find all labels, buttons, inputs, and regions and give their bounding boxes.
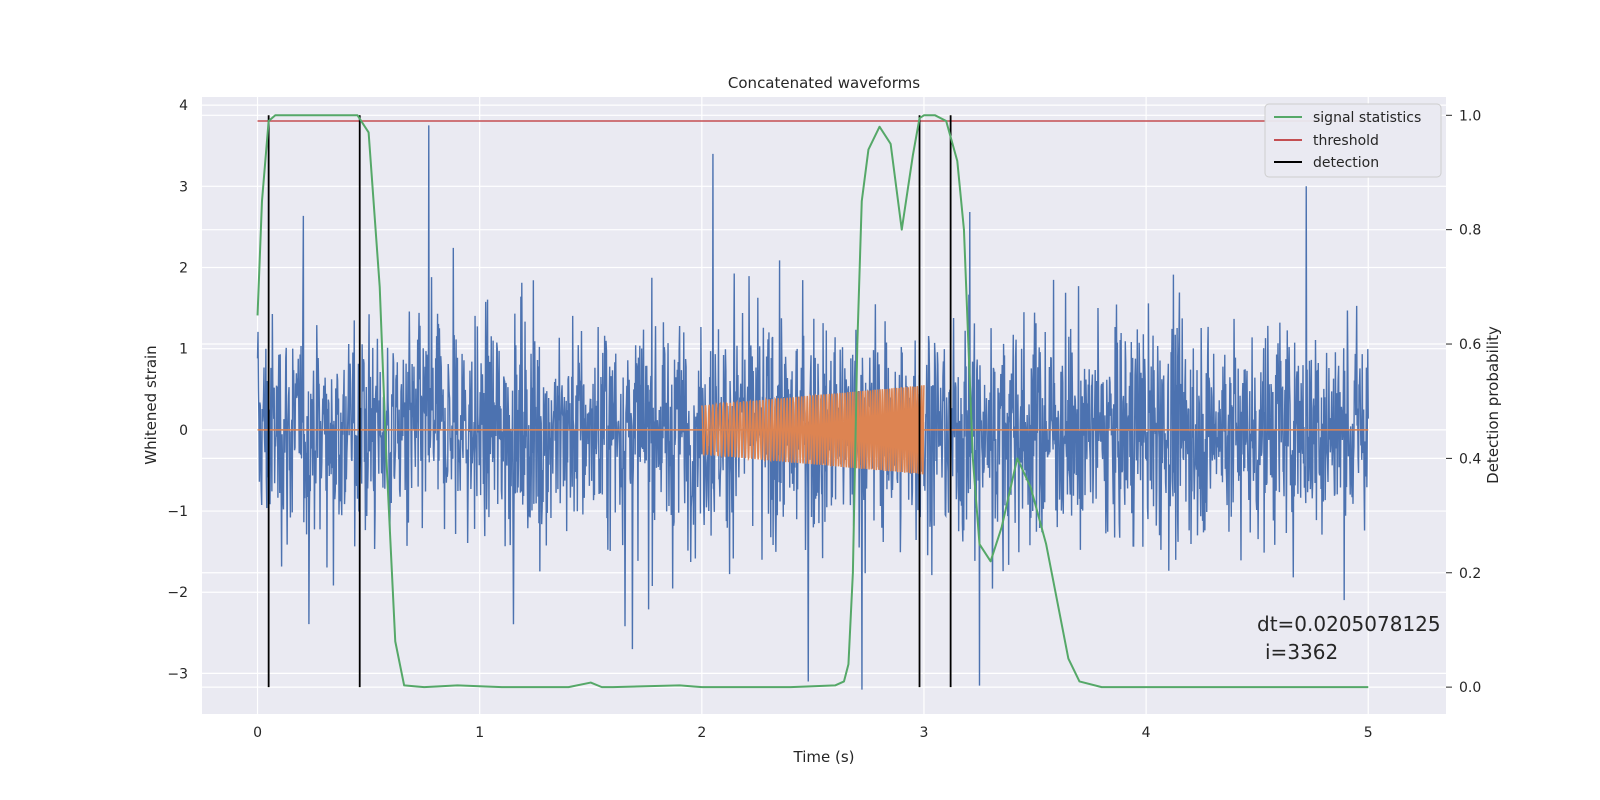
legend-label-signal-statistics: signal statistics (1313, 110, 1421, 126)
y-right-axis-label: Detection probability (1484, 326, 1502, 484)
x-tick-label: 2 (697, 725, 706, 741)
y-tick-label: 1 (179, 342, 188, 358)
y-tick-label: 3 (179, 179, 188, 195)
y-tick-label: 2 (179, 260, 188, 276)
chart-title: Concatenated waveforms (728, 74, 920, 92)
injected-signal-line (701, 385, 925, 475)
annotation-i: i=3362 (1265, 640, 1338, 664)
x-tick-label: 1 (475, 725, 484, 741)
x-axis-label: Time (s) (793, 748, 855, 766)
y-right-tick-label: 0.6 (1459, 337, 1481, 353)
y-axis-ticks: −3 −2 −1 0 1 2 3 4 (167, 98, 188, 682)
y-right-tick-label: 0.8 (1459, 223, 1481, 239)
y-tick-label: 0 (179, 423, 188, 439)
plot-area (256, 114, 1369, 690)
y-right-tick-label: 0.0 (1459, 680, 1481, 696)
signal-statistics-line (256, 114, 1369, 689)
legend: signal statistics threshold detection (1264, 103, 1442, 178)
legend-label-detection: detection (1313, 155, 1379, 171)
signal-statistics-series (256, 114, 1369, 689)
y-right-axis-ticks: 0.0 0.2 0.4 0.6 0.8 1.0 (1446, 108, 1481, 696)
legend-label-threshold: threshold (1313, 133, 1379, 149)
y-tick-label: −2 (167, 585, 188, 601)
y-right-tick-label: 0.4 (1459, 451, 1481, 467)
y-right-tick-label: 0.2 (1459, 566, 1481, 582)
y-right-tick-label: 1.0 (1459, 108, 1481, 124)
x-tick-label: 0 (253, 725, 262, 741)
x-tick-label: 5 (1364, 725, 1373, 741)
detection-series (267, 115, 952, 688)
x-axis-ticks: 0 1 2 3 4 5 (253, 725, 1373, 741)
annotation-dt: dt=0.0205078125 (1257, 612, 1441, 636)
legend-box (1264, 103, 1442, 178)
annotation: dt=0.0205078125 i=3362 (1257, 612, 1441, 664)
y-tick-label: −1 (167, 504, 188, 520)
y-axis-label: Whitened strain (142, 345, 160, 464)
y-tick-label: −3 (167, 666, 188, 682)
injected-signal-series (257, 385, 1369, 475)
x-tick-label: 4 (1142, 725, 1151, 741)
y-tick-label: 4 (179, 98, 188, 114)
x-tick-label: 3 (920, 725, 929, 741)
